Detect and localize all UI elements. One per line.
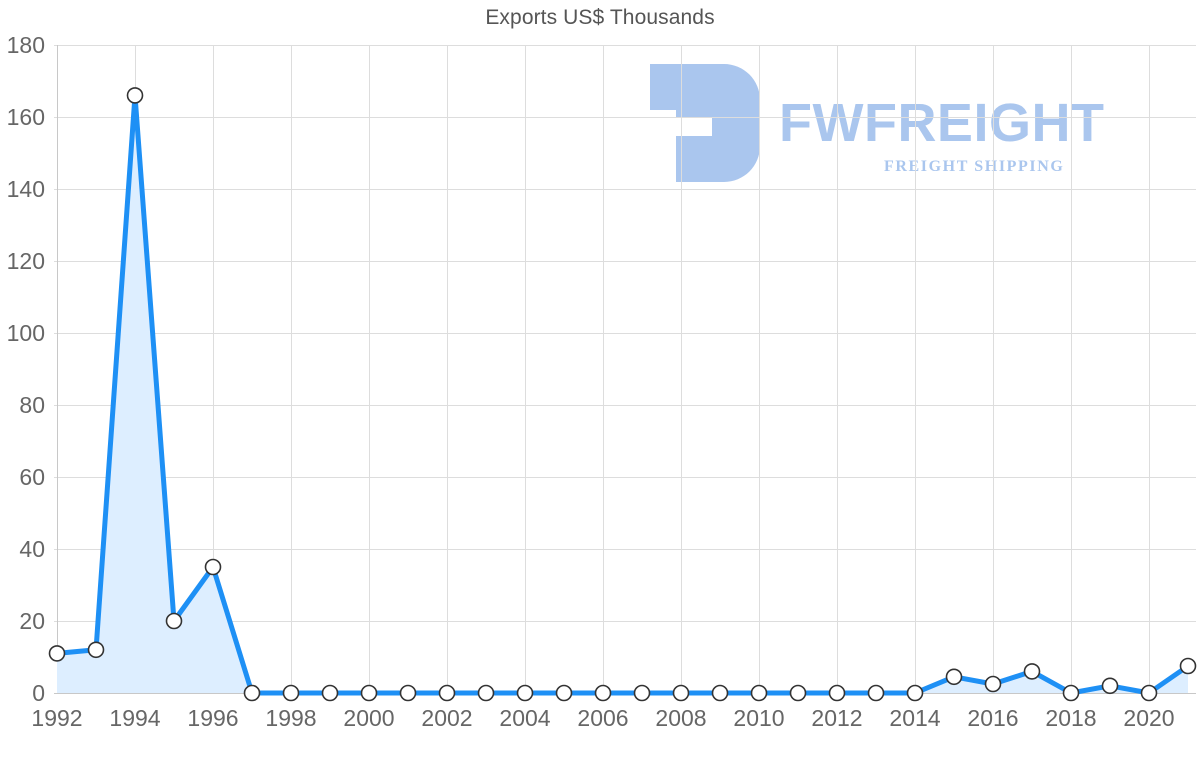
data-point-marker xyxy=(48,645,66,662)
x-axis-tick-label: 2016 xyxy=(967,705,1018,731)
data-point-marker xyxy=(126,87,144,104)
data-point-marker xyxy=(672,684,690,702)
data-point-marker xyxy=(555,684,573,702)
data-point-marker xyxy=(204,558,222,576)
data-point-marker xyxy=(321,684,339,702)
data-point-marker xyxy=(984,675,1002,693)
x-axis-tick-label: 2006 xyxy=(577,705,628,731)
y-axis-tick-label: 140 xyxy=(7,176,45,202)
x-axis-labels: 1992 1994 1996 1998 2000 2002 2004 2006 2008 2010… xyxy=(31,705,1174,731)
x-axis-tick-label: 2008 xyxy=(655,705,706,731)
data-point-marker xyxy=(87,641,105,659)
data-point-marker xyxy=(1101,677,1119,695)
data-point-marker xyxy=(399,684,417,702)
y-axis-tick-label: 60 xyxy=(19,464,45,490)
data-point-marker xyxy=(1023,663,1041,680)
data-point-marker xyxy=(243,684,261,702)
y-axis-tick-label: 120 xyxy=(7,248,45,274)
series-area-fill xyxy=(57,95,1188,693)
x-axis-tick-label: 1994 xyxy=(109,705,160,731)
y-axis-tick-label: 0 xyxy=(32,680,45,706)
data-point-marker xyxy=(477,684,495,702)
data-point-marker xyxy=(1062,684,1080,702)
data-point-marker xyxy=(165,612,183,630)
data-point-marker xyxy=(789,684,807,702)
horizontal-gridlines xyxy=(54,45,1196,694)
data-point-marker xyxy=(867,684,885,702)
data-point-marker xyxy=(360,684,378,702)
x-axis-tick-label: 1992 xyxy=(31,705,82,731)
y-axis-tick-label: 20 xyxy=(19,608,45,634)
data-point-marker xyxy=(1140,684,1158,702)
x-axis-tick-label: 2014 xyxy=(889,705,940,731)
y-axis-tick-label: 160 xyxy=(7,104,45,130)
data-point-marker xyxy=(906,684,924,702)
series-markers xyxy=(48,87,1197,702)
data-point-marker xyxy=(711,684,729,702)
x-axis-tick-label: 1996 xyxy=(187,705,238,731)
y-axis-tick-label: 180 xyxy=(7,32,45,58)
x-axis-tick-label: 2002 xyxy=(421,705,472,731)
vertical-gridlines xyxy=(57,45,1150,693)
y-axis-tick-label: 100 xyxy=(7,320,45,346)
data-point-marker xyxy=(945,668,963,686)
data-point-marker xyxy=(594,684,612,702)
x-axis-tick-label: 2012 xyxy=(811,705,862,731)
data-point-marker xyxy=(438,684,456,702)
data-point-marker xyxy=(750,684,768,702)
series-line xyxy=(54,92,1191,696)
chart-title: Exports US$ Thousands xyxy=(485,6,715,29)
y-axis-labels: 0 20 40 60 80 100 120 140 160 180 xyxy=(7,32,45,706)
data-point-marker xyxy=(633,684,651,702)
y-axis-tick-label: 40 xyxy=(19,536,45,562)
x-axis-tick-label: 2018 xyxy=(1045,705,1096,731)
data-point-marker xyxy=(828,684,846,702)
y-axis-tick-label: 80 xyxy=(19,392,45,418)
x-axis-tick-label: 2000 xyxy=(343,705,394,731)
x-axis-tick-label: 2020 xyxy=(1123,705,1174,731)
x-axis-tick-label: 2004 xyxy=(499,705,550,731)
x-axis-tick-label: 2010 xyxy=(733,705,784,731)
data-point-marker xyxy=(1179,657,1197,675)
data-point-marker xyxy=(282,684,300,702)
x-axis-tick-label: 1998 xyxy=(265,705,316,731)
data-point-marker xyxy=(516,684,534,702)
